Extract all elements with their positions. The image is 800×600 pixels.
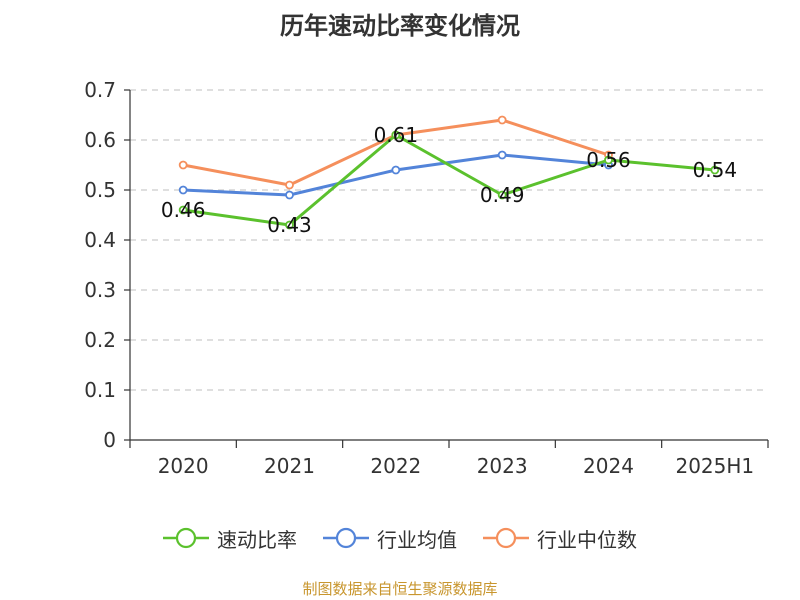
series-point-0 xyxy=(710,165,720,175)
series-point-0 xyxy=(178,205,188,215)
y-tick-label: 0.7 xyxy=(84,78,116,102)
data-label: 0.46 xyxy=(161,198,206,222)
legend-item[interactable]: 行业均值 xyxy=(323,524,457,553)
series-line-1 xyxy=(183,153,609,197)
y-tick-label: 0.5 xyxy=(84,178,116,202)
series-point-1 xyxy=(285,190,294,200)
chart-title: 历年速动比率变化情况 xyxy=(280,12,520,40)
series-point-1 xyxy=(497,150,507,160)
series-lines xyxy=(182,118,715,227)
legend-swatch-circle xyxy=(175,527,197,549)
y-tick-label: 0.2 xyxy=(84,328,116,352)
series-point-1 xyxy=(391,165,401,175)
legend-label: 行业均值 xyxy=(377,527,457,552)
data-labels: 0.46 0.43 0.61 0.49 0.56 0.54 xyxy=(161,123,737,237)
y-tick-label: 0.4 xyxy=(84,228,116,252)
y-tick-label: 0.6 xyxy=(84,128,116,152)
data-label: 0.49 xyxy=(480,183,525,207)
grid-lines xyxy=(130,89,768,391)
series-point-0 xyxy=(604,155,613,165)
series-point-2 xyxy=(178,160,188,170)
data-label: 0.61 xyxy=(374,123,419,147)
x-tick-label: 2020 xyxy=(158,454,209,478)
legend-item[interactable]: 行业中位数 xyxy=(483,524,637,553)
legend-swatch-circle xyxy=(495,527,517,549)
legend-swatch-icon xyxy=(483,527,529,549)
series-point-0 xyxy=(497,190,507,200)
legend-item[interactable]: 速动比率 xyxy=(163,524,297,553)
x-tick-label: 2024 xyxy=(583,454,634,478)
series-points xyxy=(178,115,720,230)
series-point-2 xyxy=(497,115,507,125)
x-tick-label: 2022 xyxy=(370,454,421,478)
y-tick-label: 0.1 xyxy=(84,378,116,402)
axes: 0 0.1 0.2 0.3 0.4 0.5 0.6 0.7 2020 2021 2022 2023 20… xyxy=(84,78,769,478)
data-label: 0.43 xyxy=(267,213,312,237)
source-note: 制图数据来自恒生聚源数据库 xyxy=(302,580,498,598)
legend-swatch-icon xyxy=(323,527,369,549)
series-point-1 xyxy=(178,185,188,195)
y-tick-label: 0.3 xyxy=(84,278,116,302)
x-tick-label: 2023 xyxy=(477,454,528,478)
x-tick-label: 2025H1 xyxy=(675,454,754,478)
legend-label: 行业中位数 xyxy=(537,527,637,552)
y-tick-label: 0 xyxy=(103,428,116,452)
legend-swatch-icon xyxy=(163,527,209,549)
legend-swatch-circle xyxy=(335,527,357,549)
legend: 速动比率 行业均值 行业中位数 xyxy=(0,518,800,558)
series-line-0 xyxy=(182,133,715,227)
series-point-0 xyxy=(285,220,294,230)
data-label: 0.56 xyxy=(586,148,631,172)
legend-label: 速动比率 xyxy=(217,527,297,552)
series-point-0 xyxy=(391,130,401,140)
x-tick-label: 2021 xyxy=(264,454,315,478)
data-label: 0.54 xyxy=(693,158,738,182)
series-point-2 xyxy=(285,180,294,190)
